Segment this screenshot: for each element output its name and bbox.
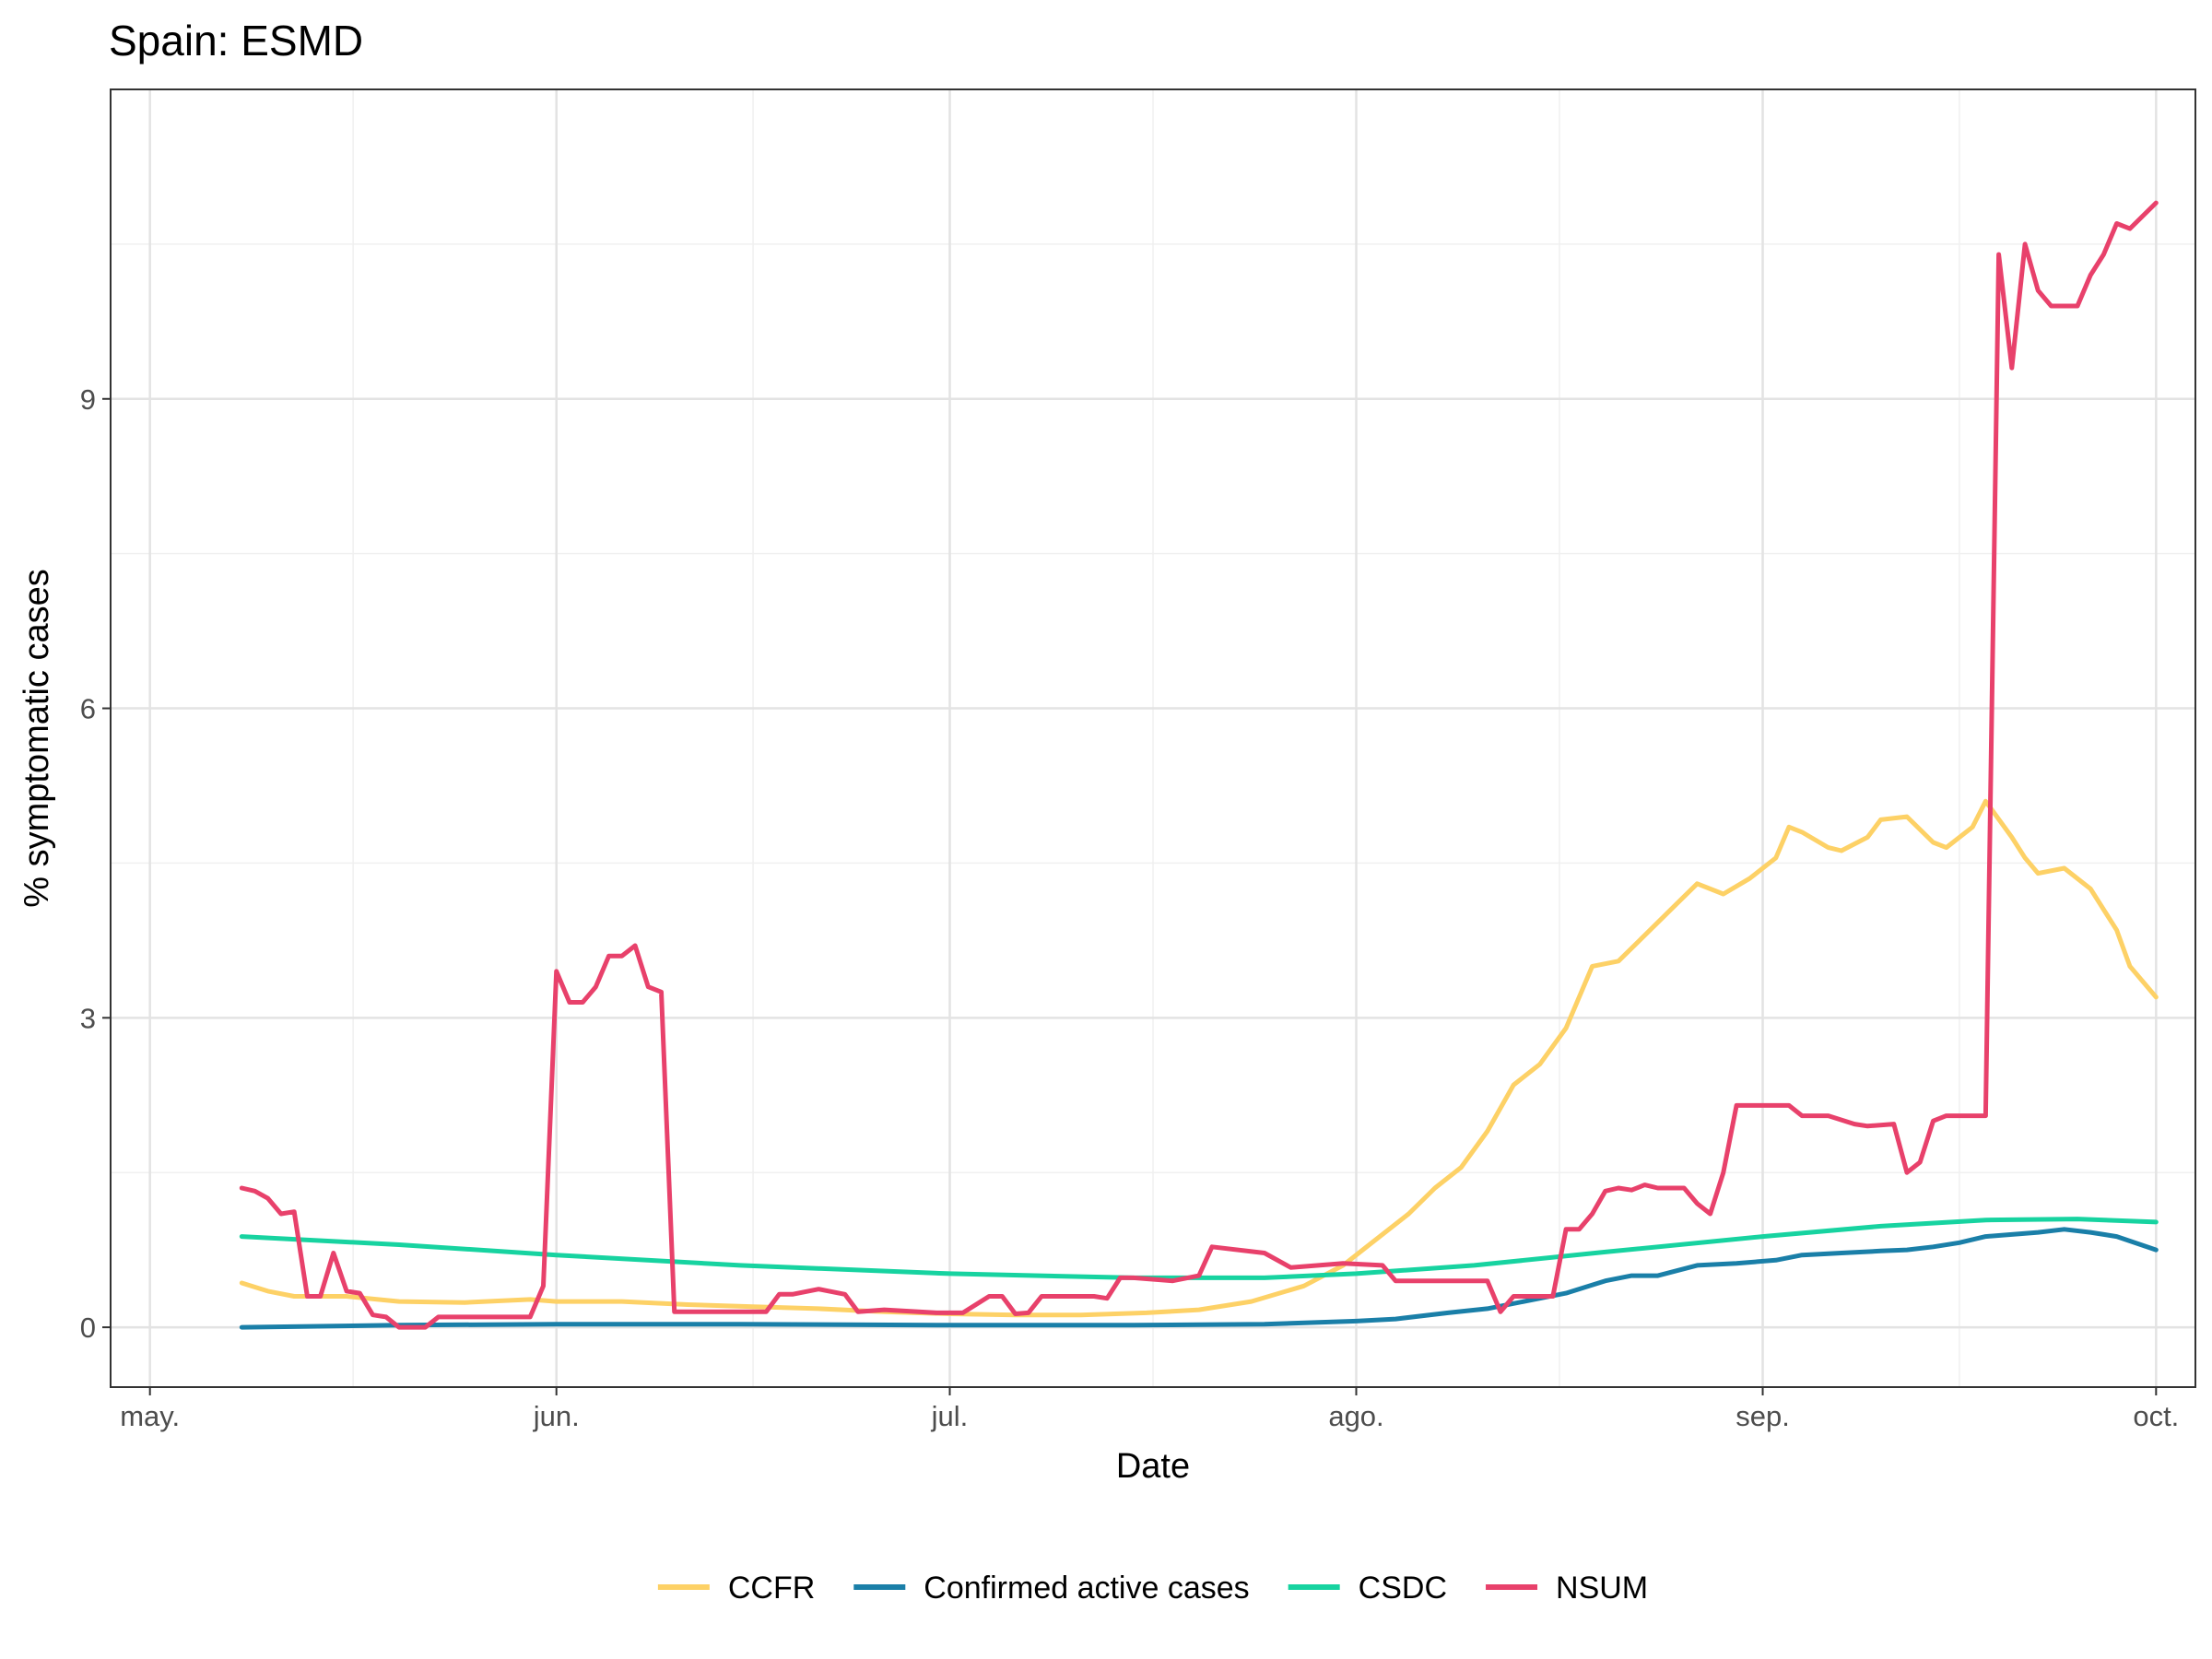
y-tick-label: 3 (80, 1002, 96, 1034)
y-tick-label: 6 (80, 693, 96, 725)
legend-label-ccfr: CCFR (728, 1571, 815, 1606)
series-layer (239, 200, 2159, 1330)
x-tick-label: may. (120, 1400, 180, 1432)
x-tick-label: jun. (533, 1400, 580, 1432)
legend: CCFR Confirmed active cases CSDC NSUM (657, 1571, 1648, 1606)
grid-minor (111, 89, 2195, 1387)
y-axis: 0 3 6 9 (80, 383, 111, 1344)
legend-label-confirmed-active-cases: Confirmed active cases (924, 1571, 1249, 1606)
series-line-nsum (239, 200, 2159, 1330)
chart-title: Spain: ESMD (109, 17, 363, 65)
x-tick-label: sep. (1735, 1400, 1790, 1432)
y-tick-label: 9 (80, 383, 96, 416)
legend-item-ccfr: CCFR (657, 1571, 815, 1606)
x-tick-label: jul. (931, 1400, 969, 1432)
series-line-ccfr (239, 798, 2159, 1318)
legend-label-csdc: CSDC (1359, 1571, 1447, 1606)
legend-item-nsum: NSUM (1486, 1571, 1648, 1606)
panel-border (110, 88, 2196, 1388)
x-axis-title: Date (1116, 1447, 1190, 1486)
y-tick-label: 0 (80, 1312, 96, 1344)
x-tick-label: oct. (2133, 1400, 2179, 1432)
grid-major (111, 89, 2195, 1387)
x-tick-label: ago. (1328, 1400, 1383, 1432)
x-axis: may. jun. jul. ago. sep. oct. (120, 1387, 2179, 1432)
legend-item-csdc: CSDC (1288, 1571, 1447, 1606)
legend-label-nsum: NSUM (1556, 1571, 1648, 1606)
series-line-csdc (239, 1217, 2159, 1280)
y-axis-title: % symptomatic cases (18, 569, 56, 907)
series-line-confirmed-active-cases (239, 1227, 2159, 1330)
legend-item-confirmed-active-cases: Confirmed active cases (853, 1571, 1250, 1606)
